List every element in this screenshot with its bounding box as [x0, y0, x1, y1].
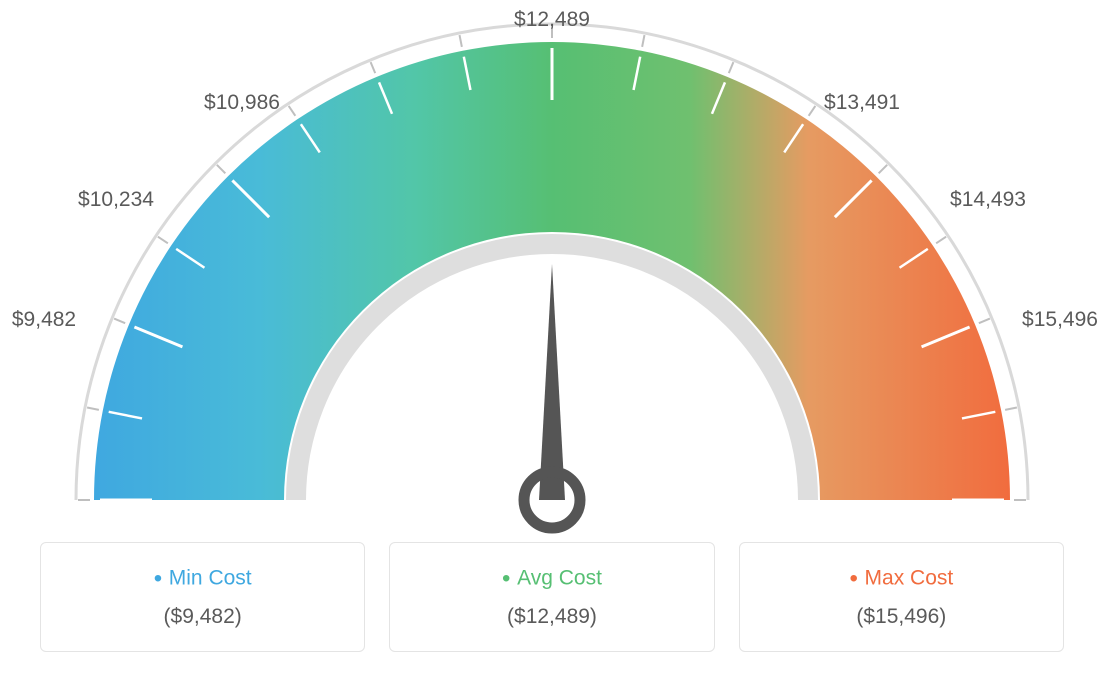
avg-cost-value: ($12,489)	[400, 605, 703, 629]
gauge-tick-label: $12,489	[514, 8, 590, 32]
legend-card-max: Max Cost ($15,496)	[739, 542, 1064, 652]
gauge-tick-label: $15,496	[1022, 308, 1098, 332]
avg-cost-label: Avg Cost	[400, 565, 703, 593]
gauge-tick-label: $10,986	[204, 91, 280, 115]
gauge-tick-label: $9,482	[12, 308, 76, 332]
min-cost-label: Min Cost	[51, 565, 354, 593]
legend-row: Min Cost ($9,482) Avg Cost ($12,489) Max…	[0, 542, 1104, 652]
legend-card-min: Min Cost ($9,482)	[40, 542, 365, 652]
gauge-chart: $9,482 $10,234 $10,986 $12,489 $13,491 $14,49…	[0, 0, 1104, 540]
min-cost-value: ($9,482)	[51, 605, 354, 629]
legend-card-avg: Avg Cost ($12,489)	[389, 542, 714, 652]
max-cost-value: ($15,496)	[750, 605, 1053, 629]
gauge-svg	[0, 0, 1104, 540]
gauge-tick-label: $14,493	[950, 188, 1026, 212]
gauge-tick-label: $10,234	[78, 188, 154, 212]
max-cost-label: Max Cost	[750, 565, 1053, 593]
gauge-tick-label: $13,491	[824, 91, 900, 115]
